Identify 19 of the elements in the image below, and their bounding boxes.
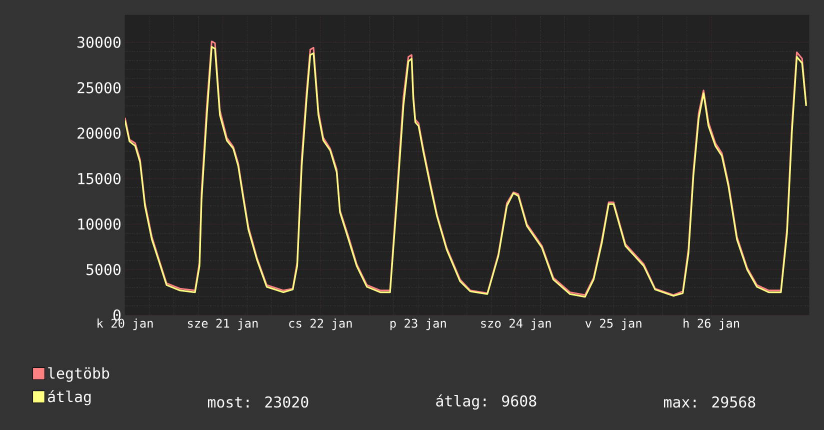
text: max: 29568 [664,396,756,408]
x-tick-label: p 23 jan [390,318,446,330]
x-tick-label: szo 24 jan [481,318,551,330]
text: most: 23020 [208,396,308,408]
x-tick-label: k 20 jan [98,318,153,330]
legend-label: átlag [48,390,91,406]
x-tick-label: v 25 jan [585,318,642,330]
y-tick-label: 15000 [78,172,120,184]
y-tick-label: 10000 [78,218,120,230]
x-tick-label: sze 21 jan [188,318,258,330]
y-tick-label: 0 [113,309,121,321]
x-tick-label: h 26 jan [684,318,740,330]
y-tick-label: 30000 [78,36,120,48]
legend-label: legtöbb [48,367,110,382]
y-tick-label: 5000 [86,264,120,276]
text: átlag: 9608 [436,394,536,410]
x-tick-label: cs 22 jan [289,318,352,330]
y-tick-label: 20000 [78,128,120,139]
y-tick-label: 25000 [78,82,120,94]
